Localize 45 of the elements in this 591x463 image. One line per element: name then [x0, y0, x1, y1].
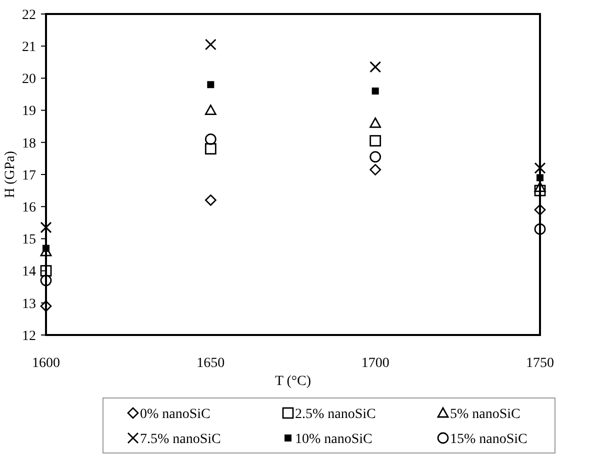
- point: [40, 265, 52, 276]
- point: [372, 88, 379, 95]
- point: [204, 104, 216, 115]
- y-tick-label: 12: [22, 328, 36, 344]
- x-tick-label: 1600: [32, 356, 60, 371]
- y-tick-label: 22: [22, 8, 36, 23]
- point: [534, 204, 546, 216]
- point: [204, 194, 216, 206]
- point: [204, 143, 216, 155]
- legend-label: 0% nanoSiC: [140, 406, 210, 422]
- point: [204, 133, 216, 145]
- legend-label: 10% nanoSiC: [295, 432, 372, 447]
- point: [204, 38, 216, 50]
- point: [536, 174, 544, 182]
- point: [370, 61, 382, 73]
- y-tick-label: 18: [22, 136, 36, 152]
- point: [534, 162, 546, 174]
- y-tick-label: 19: [22, 104, 36, 120]
- y-tick-label: 21: [22, 40, 36, 55]
- point: [534, 223, 546, 235]
- y-tick-label: 20: [22, 72, 36, 88]
- x-axis-title: T (°C): [274, 374, 312, 389]
- x-tick-label: 1700: [361, 356, 390, 371]
- y-axis-title: H (GPa): [3, 150, 18, 198]
- point: [534, 182, 546, 192]
- y-tick-label: 16: [22, 200, 36, 216]
- point: [207, 81, 214, 88]
- legend-label: 15% nanoSiC: [450, 432, 528, 447]
- y-tick-label: 13: [22, 296, 36, 312]
- point: [370, 135, 382, 146]
- legend-label: 2.5% nanoSiC: [295, 406, 376, 422]
- point: [40, 300, 52, 312]
- legend-label: 5% nanoSiC: [450, 406, 520, 422]
- point: [370, 164, 382, 176]
- point: [370, 151, 382, 163]
- x-tick-label: 1750: [526, 356, 554, 371]
- point: [40, 222, 52, 234]
- point: [534, 184, 546, 196]
- point: [40, 274, 52, 286]
- point: [370, 117, 382, 128]
- y-tick-label: 14: [22, 264, 36, 280]
- y-tick-label: 15: [22, 232, 36, 248]
- x-tick-label: 1650: [196, 356, 225, 371]
- legend-label: 7.5% nanoSiC: [140, 432, 221, 447]
- y-tick-label: 17: [22, 168, 36, 184]
